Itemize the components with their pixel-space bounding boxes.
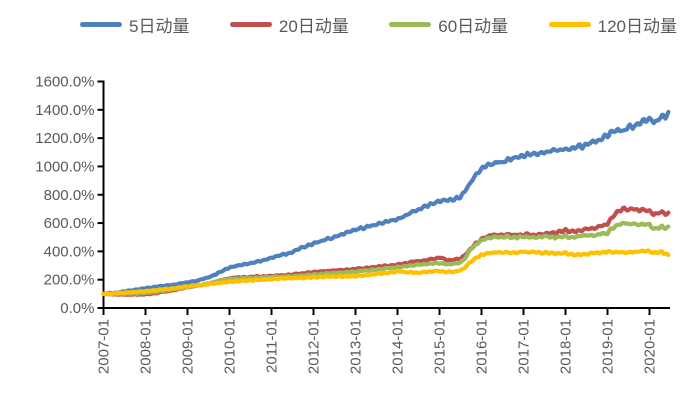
legend-swatch-5d-icon [80,22,122,27]
y-tick-label: 800.0% [44,187,95,204]
y-tick-label: 200.0% [44,272,95,289]
x-tick-label: 2014-01 [390,319,407,374]
series-line-120日动量 [101,248,671,297]
legend-label-20d: 20日动量 [278,17,349,36]
legend-item-5d-momentum[interactable]: 5日动量 [80,12,189,37]
chart-legend: 5日动量 20日动量 60日动量 120日动量 [80,12,677,37]
x-tick-label: 2012-01 [306,319,323,374]
y-tick-label: 1600.0% [35,74,94,91]
y-tick-label: 0.0% [60,300,94,317]
y-tick-label: 1200.0% [35,130,94,147]
x-tick-label: 2015-01 [432,319,449,374]
legend-label-60d: 60日动量 [438,17,509,36]
x-tick-label: 2007-01 [96,319,113,374]
legend-label-120d: 120日动量 [597,17,677,36]
x-tick-label: 2018-01 [558,319,575,374]
y-tick-label: 1000.0% [35,158,94,175]
y-tick-label: 600.0% [44,215,95,232]
x-tick-label: 2017-01 [516,319,533,374]
series-line-5日动量 [101,109,671,297]
legend-item-20d-momentum[interactable]: 20日动量 [229,12,349,37]
x-tick-label: 2019-01 [600,319,617,374]
x-tick-label: 2016-01 [474,319,491,374]
legend-swatch-120d-icon [548,22,591,27]
legend-swatch-20d-icon [229,22,272,27]
legend-item-120d-momentum[interactable]: 120日动量 [548,12,677,37]
x-tick-label: 2020-01 [642,319,659,374]
legend-swatch-60d-icon [389,22,432,27]
x-tick-label: 2009-01 [180,319,197,374]
legend-label-5d: 5日动量 [129,17,190,36]
x-tick-label: 2008-01 [138,319,155,374]
legend-item-60d-momentum[interactable]: 60日动量 [389,12,508,37]
x-tick-label: 2013-01 [348,319,365,374]
y-tick-label: 1400.0% [35,102,94,119]
x-tick-label: 2011-01 [264,319,281,373]
y-tick-label: 400.0% [44,243,95,260]
x-tick-label: 2010-01 [222,319,239,374]
